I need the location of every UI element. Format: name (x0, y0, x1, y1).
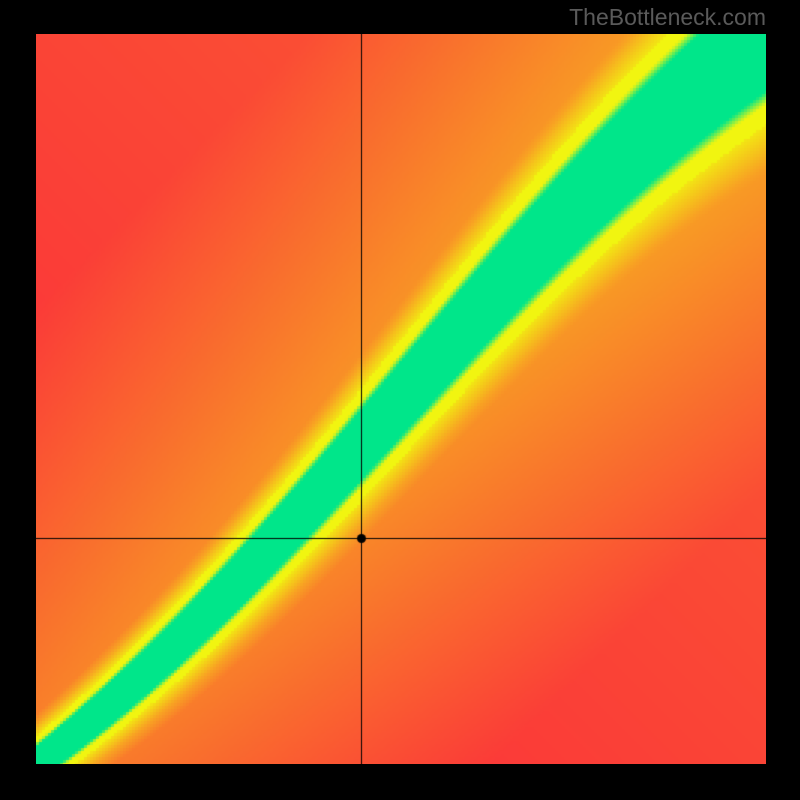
watermark-text: TheBottleneck.com (569, 4, 766, 31)
chart-container: TheBottleneck.com (0, 0, 800, 800)
bottleneck-heatmap (36, 34, 766, 764)
